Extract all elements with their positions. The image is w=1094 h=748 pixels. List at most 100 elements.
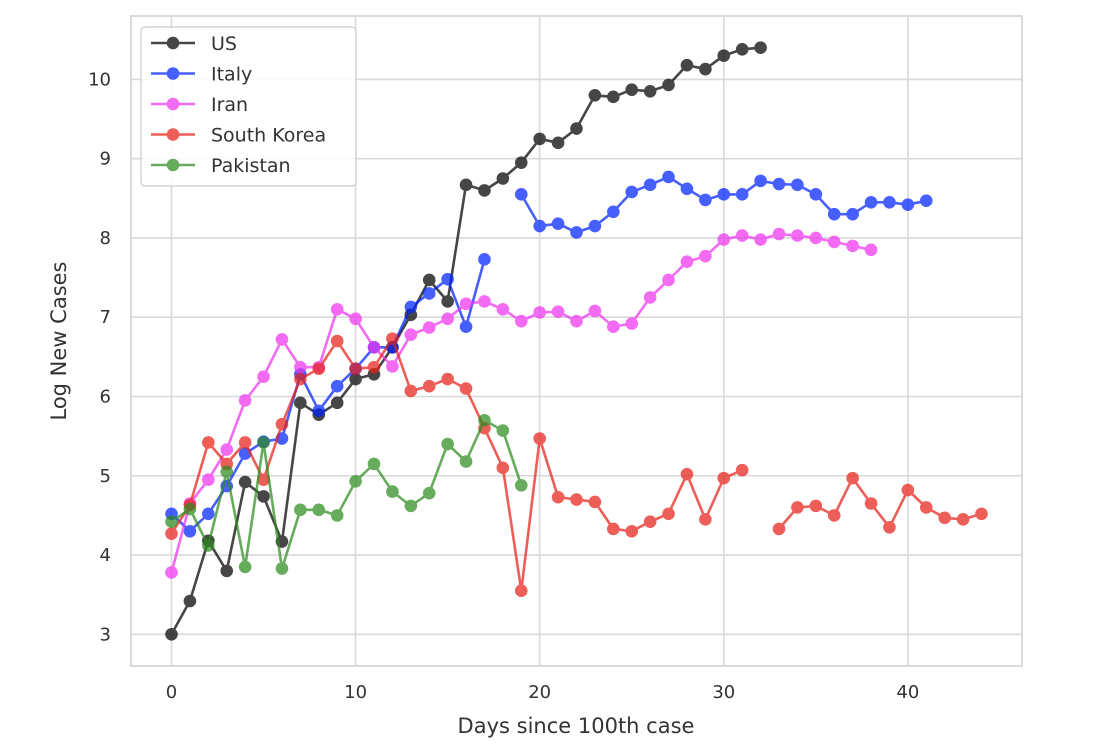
data-point-south-korea	[275, 417, 289, 431]
y-tick-label: 4	[100, 545, 111, 566]
data-point-south-korea	[643, 515, 657, 529]
data-point-us	[754, 41, 767, 55]
data-point-iran	[735, 229, 749, 242]
data-point-iran	[809, 231, 823, 245]
data-point-us	[607, 90, 620, 104]
data-point-south-korea	[422, 379, 436, 393]
data-point-south-korea	[735, 463, 749, 477]
data-point-pakistan	[183, 502, 197, 516]
data-point-us	[422, 273, 436, 287]
data-point-pakistan	[202, 539, 215, 552]
legend-label-us: US	[211, 33, 237, 55]
data-point-iran	[514, 314, 528, 328]
data-point-south-korea	[975, 507, 988, 521]
data-point-iran	[294, 360, 307, 374]
data-point-pakistan	[386, 485, 399, 498]
data-point-italy	[772, 177, 786, 191]
data-point-us	[220, 564, 234, 578]
data-point-iran	[625, 317, 639, 330]
data-point-us	[699, 62, 712, 76]
data-point-us	[441, 295, 454, 308]
series-italy	[165, 170, 933, 538]
data-point-south-korea	[791, 501, 804, 514]
data-point-italy	[441, 272, 454, 286]
data-point-italy	[551, 217, 565, 230]
legend-dot-us	[166, 36, 180, 50]
legend-dot-south-korea	[166, 128, 180, 141]
data-point-italy	[422, 287, 436, 300]
data-point-south-korea	[202, 436, 215, 449]
data-point-us	[625, 83, 639, 97]
data-point-iran	[643, 291, 657, 304]
data-point-south-korea	[938, 511, 951, 525]
data-point-us	[478, 184, 491, 197]
data-point-south-korea	[588, 495, 602, 509]
y-axis-label: Log New Cases	[47, 262, 71, 421]
data-point-iran	[422, 321, 436, 334]
data-point-iran	[275, 333, 289, 346]
data-point-iran	[772, 227, 786, 241]
data-point-iran	[533, 306, 546, 319]
data-point-south-korea	[570, 493, 583, 506]
data-point-iran	[699, 249, 712, 263]
data-point-pakistan	[257, 436, 270, 449]
series-pakistan	[165, 413, 528, 575]
data-point-iran	[220, 443, 234, 456]
data-point-pakistan	[220, 465, 234, 479]
legend-label-south-korea: South Korea	[211, 125, 326, 147]
legend-label-pakistan: Pakistan	[211, 155, 291, 177]
data-point-us	[330, 396, 344, 410]
data-point-south-korea	[238, 436, 252, 449]
data-point-south-korea	[551, 490, 565, 504]
data-point-south-korea	[662, 507, 675, 521]
y-tick-label: 10	[88, 69, 111, 90]
data-point-south-korea	[386, 332, 399, 345]
data-point-pakistan	[478, 413, 491, 427]
data-point-us	[680, 58, 694, 72]
data-point-iran	[551, 305, 565, 318]
data-point-italy	[883, 195, 896, 209]
tick-labels: 0 10 20 30 40 3 4 5 6 7 8 9 10	[88, 69, 919, 703]
data-point-italy	[607, 205, 620, 219]
data-point-italy	[699, 193, 712, 207]
data-point-pakistan	[330, 509, 344, 522]
legend-label-italy: Italy	[211, 64, 252, 86]
data-point-south-korea	[717, 471, 731, 485]
data-point-south-korea	[919, 501, 933, 514]
y-tick-label: 5	[100, 466, 111, 487]
data-point-italy	[662, 170, 675, 184]
data-point-italy	[183, 524, 197, 538]
data-point-us	[735, 42, 749, 56]
data-point-south-korea	[404, 384, 418, 398]
legend: US Italy Iran South Korea Pakistan	[140, 26, 357, 187]
data-point-south-korea	[496, 461, 510, 475]
legend-dot-pakistan	[166, 158, 180, 172]
data-point-us	[165, 627, 178, 641]
data-point-pakistan	[275, 562, 289, 575]
data-point-south-korea	[367, 360, 381, 374]
x-tick-label: 20	[528, 682, 551, 703]
data-point-italy	[827, 207, 841, 221]
data-point-iran	[257, 370, 270, 383]
data-point-pakistan	[294, 503, 307, 517]
data-point-pakistan	[367, 457, 381, 471]
y-tick-label: 6	[100, 386, 111, 407]
legend-marker-iran	[151, 97, 195, 111]
data-point-iran	[478, 295, 491, 308]
data-point-iran	[330, 302, 344, 316]
data-point-italy	[919, 194, 933, 207]
data-point-south-korea	[294, 372, 307, 386]
data-point-iran	[496, 302, 510, 316]
data-point-iran	[662, 273, 675, 287]
data-point-italy	[570, 226, 583, 239]
data-point-south-korea	[625, 524, 639, 538]
data-point-pakistan	[514, 478, 528, 492]
y-tick-label: 3	[100, 624, 111, 645]
data-point-us	[257, 490, 270, 503]
series-layer	[165, 41, 988, 641]
data-point-south-korea	[349, 362, 362, 376]
data-point-pakistan	[165, 515, 178, 529]
data-point-south-korea	[809, 499, 823, 513]
data-point-italy	[514, 188, 528, 201]
